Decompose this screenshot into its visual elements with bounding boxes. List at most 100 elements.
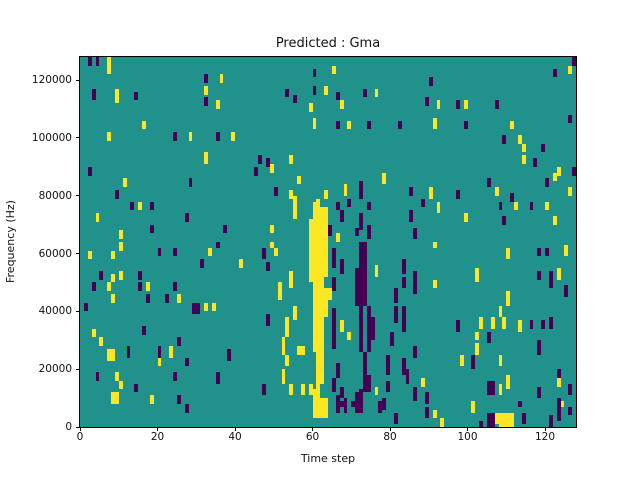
heatmap-cell — [130, 201, 135, 211]
heatmap-cell — [556, 377, 561, 387]
heatmap-cell — [173, 372, 177, 381]
heatmap-cell — [331, 308, 336, 349]
heatmap-cell — [471, 354, 476, 370]
heatmap-cell — [506, 247, 511, 260]
heatmap-cell — [145, 294, 150, 303]
heatmap-cell — [405, 369, 410, 384]
heatmap-cell — [401, 305, 406, 332]
heatmap-cell — [498, 412, 514, 427]
heatmap-cell — [455, 100, 460, 110]
heatmap-cell — [157, 357, 162, 367]
heatmap-cell — [568, 383, 573, 396]
heatmap-cell — [494, 187, 499, 196]
heatmap-cell — [211, 302, 216, 312]
x-tick-label: 40 — [228, 431, 242, 443]
heatmap-cell — [134, 383, 139, 393]
heatmap-cell — [99, 270, 104, 280]
x-tick-label: 80 — [383, 431, 397, 443]
heatmap-cell — [521, 143, 526, 153]
x-tick-mark — [544, 428, 546, 431]
heatmap-cell — [231, 132, 235, 141]
heatmap-cell — [517, 400, 522, 407]
heatmap-cell — [386, 380, 390, 393]
heatmap-cell — [114, 88, 119, 104]
heatmap-cell — [537, 386, 542, 399]
heatmap-cell — [165, 294, 170, 303]
x-tick-label: 0 — [76, 431, 84, 443]
heatmap-cell — [529, 320, 534, 329]
heatmap-cell — [359, 268, 363, 352]
heatmap-cell — [355, 268, 359, 306]
heatmap-cell — [424, 97, 429, 107]
heatmap-cell — [339, 210, 344, 222]
heatmap-cell — [87, 57, 92, 66]
heatmap-cell — [498, 201, 503, 211]
heatmap-cell — [486, 331, 491, 344]
heatmap-cell — [87, 250, 92, 260]
heatmap-cell — [374, 265, 379, 277]
heatmap-cell — [556, 268, 561, 280]
heatmap-cell — [95, 57, 100, 66]
heatmap-cell — [328, 288, 332, 300]
heatmap-cell — [517, 135, 522, 144]
heatmap-cell — [390, 331, 394, 347]
heatmap-cell — [204, 302, 208, 312]
heatmap-cell — [436, 201, 441, 214]
heatmap-cell — [463, 100, 468, 110]
heatmap-cell — [308, 383, 313, 396]
heatmap-cell — [413, 386, 418, 401]
heatmap-cell — [541, 320, 545, 329]
heatmap-cell — [564, 244, 569, 257]
heatmap-cell — [320, 207, 325, 289]
heatmap-cell — [320, 288, 325, 384]
heatmap-cell — [316, 201, 321, 300]
y-tick-mark — [76, 79, 79, 81]
heatmap-cell — [556, 409, 561, 422]
heatmap-cell — [556, 369, 561, 381]
heatmap-cell — [343, 398, 348, 413]
x-tick-mark — [389, 428, 391, 431]
heatmap-cell — [490, 317, 495, 329]
heatmap-cell — [568, 65, 573, 75]
heatmap-cell — [374, 88, 379, 98]
heatmap-cell — [568, 187, 573, 196]
heatmap-cell — [560, 400, 565, 407]
heatmap-cell — [409, 210, 414, 222]
heatmap-cell — [362, 242, 367, 306]
x-tick-label: 120 — [534, 431, 556, 443]
heatmap-cell — [145, 282, 150, 292]
heatmap-cell — [266, 314, 270, 326]
heatmap-cell — [463, 213, 468, 222]
heatmap-cell — [91, 328, 96, 338]
heatmap-cell — [138, 201, 142, 211]
heatmap-cell — [297, 346, 305, 355]
heatmap-cell — [126, 346, 131, 358]
x-tick-label: 60 — [305, 431, 320, 443]
heatmap-cell — [204, 97, 208, 107]
heatmap-cell — [339, 400, 344, 407]
heatmap-cell — [138, 270, 142, 280]
heatmap-cell — [289, 155, 294, 164]
heatmap-cell — [184, 403, 189, 413]
heatmap-cell — [227, 348, 232, 361]
heatmap-cell — [312, 85, 317, 95]
heatmap-cell — [262, 247, 266, 260]
heatmap-cell — [219, 74, 224, 84]
heatmap-cell — [118, 242, 123, 251]
heatmap-cell — [285, 88, 290, 98]
heatmap-cell — [494, 100, 499, 110]
y-tick-mark — [76, 253, 79, 255]
heatmap-cell — [118, 380, 123, 390]
heatmap-cell — [169, 346, 173, 358]
heatmap-cell — [204, 85, 208, 95]
heatmap-cell — [572, 57, 576, 66]
heatmap-cell — [215, 242, 220, 248]
heatmap-cell — [455, 320, 460, 332]
heatmap-cell — [413, 270, 418, 283]
heatmap-cell — [293, 207, 297, 219]
heatmap-cell — [347, 331, 352, 341]
heatmap-cell — [479, 317, 483, 329]
heatmap-cell — [475, 343, 480, 355]
heatmap-cell — [432, 279, 437, 289]
